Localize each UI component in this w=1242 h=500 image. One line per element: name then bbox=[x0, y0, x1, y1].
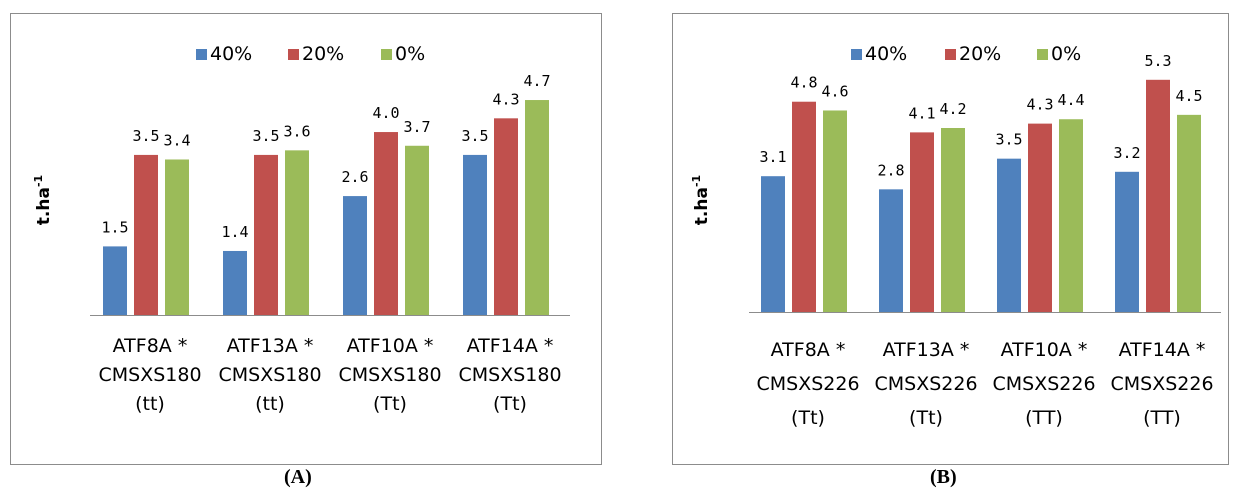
bar-a-2-2 bbox=[405, 145, 429, 315]
value-label-b-0-0: 3.1 bbox=[759, 148, 786, 166]
category-label-a-0-2: (tt) bbox=[135, 393, 165, 415]
category-label-a-2-0: ATF10A * bbox=[347, 335, 434, 357]
category-label-b-3-1: CMSXS226 bbox=[1110, 373, 1213, 395]
bar-a-3-0 bbox=[463, 154, 487, 315]
category-label-a-0-0: ATF8A * bbox=[113, 335, 188, 357]
value-label-a-1-0: 1.4 bbox=[221, 223, 248, 241]
bar-b-1-0 bbox=[879, 189, 903, 312]
chart-panel-b: 40% 20% 0% t.ha-1 3.1 4.8 4.6 ATF8A * CMSXS226 (T… bbox=[672, 13, 1229, 465]
category-label-a-2-1: CMSXS180 bbox=[338, 364, 441, 386]
value-label-b-2-2: 4.4 bbox=[1057, 91, 1084, 109]
legend-swatch-b-1 bbox=[945, 49, 956, 60]
category-label-b-2-2: (TT) bbox=[1025, 407, 1063, 429]
bar-a-1-0 bbox=[223, 250, 247, 315]
value-label-a-0-0: 1.5 bbox=[101, 218, 128, 236]
category-label-b-0-2: (Tt) bbox=[791, 407, 825, 429]
bar-b-3-1 bbox=[1146, 79, 1170, 312]
value-label-a-2-1: 4.0 bbox=[372, 104, 399, 122]
value-label-a-3-1: 4.3 bbox=[492, 90, 519, 108]
legend-swatch-a-2 bbox=[381, 49, 392, 60]
bar-a-1-1 bbox=[254, 154, 278, 315]
category-label-a-1-0: ATF13A * bbox=[227, 335, 314, 357]
bar-a-2-0 bbox=[343, 196, 367, 315]
value-label-a-0-2: 3.4 bbox=[163, 131, 190, 149]
legend-label-b-0: 40% bbox=[865, 43, 907, 65]
y-axis-label-b: t.ha-1 bbox=[690, 175, 712, 225]
legend-label-a-0: 40% bbox=[210, 43, 252, 65]
legend-label-a-2: 0% bbox=[395, 43, 425, 65]
bar-b-2-0 bbox=[997, 158, 1021, 312]
value-label-a-3-0: 3.5 bbox=[461, 127, 488, 145]
category-label-b-2-1: CMSXS226 bbox=[992, 373, 1095, 395]
category-label-a-0-1: CMSXS180 bbox=[98, 364, 201, 386]
value-label-b-0-2: 4.6 bbox=[821, 82, 848, 100]
legend-label-b-2: 0% bbox=[1051, 43, 1081, 65]
legend-label-b-1: 20% bbox=[959, 43, 1001, 65]
y-axis-label-a: t.ha-1 bbox=[32, 175, 54, 225]
category-label-a-3-1: CMSXS180 bbox=[458, 364, 561, 386]
legend-swatch-a-0 bbox=[196, 49, 207, 60]
value-label-b-0-1: 4.8 bbox=[790, 74, 817, 92]
bar-b-3-0 bbox=[1115, 171, 1139, 312]
category-label-b-0-0: ATF8A * bbox=[771, 339, 846, 361]
category-label-b-1-1: CMSXS226 bbox=[874, 373, 977, 395]
value-label-b-1-0: 2.8 bbox=[877, 161, 904, 179]
value-label-b-1-2: 4.2 bbox=[939, 100, 966, 118]
value-label-b-2-0: 3.5 bbox=[995, 131, 1022, 149]
category-label-b-3-2: (TT) bbox=[1143, 407, 1181, 429]
category-label-b-0-1: CMSXS226 bbox=[756, 373, 859, 395]
value-label-a-0-1: 3.5 bbox=[132, 127, 159, 145]
bar-b-1-2 bbox=[941, 128, 965, 312]
value-label-a-2-0: 2.6 bbox=[341, 168, 368, 186]
bar-a-1-2 bbox=[285, 150, 309, 315]
chart-panel-a: 40% 20% 0% t.ha-1 1.5 3.5 3.4 ATF8A * CMSXS180 (t… bbox=[10, 13, 602, 465]
bar-b-3-2 bbox=[1177, 114, 1201, 312]
bar-a-3-1 bbox=[494, 118, 518, 315]
value-label-b-3-1: 5.3 bbox=[1144, 52, 1171, 70]
legend-swatch-b-0 bbox=[851, 49, 862, 60]
category-label-b-1-2: (Tt) bbox=[909, 407, 943, 429]
bar-b-0-1 bbox=[792, 101, 816, 312]
value-label-b-2-1: 4.3 bbox=[1026, 96, 1053, 114]
bar-b-0-0 bbox=[761, 176, 785, 312]
category-label-a-2-2: (Tt) bbox=[373, 393, 407, 415]
value-label-b-3-2: 4.5 bbox=[1175, 87, 1202, 105]
bar-b-2-2 bbox=[1059, 119, 1083, 312]
bar-b-2-1 bbox=[1028, 123, 1052, 312]
category-label-b-3-0: ATF14A * bbox=[1119, 339, 1206, 361]
legend-label-a-1: 20% bbox=[302, 43, 344, 65]
value-label-a-2-2: 3.7 bbox=[403, 118, 430, 136]
category-label-a-3-0: ATF14A * bbox=[467, 335, 554, 357]
value-label-a-1-1: 3.5 bbox=[252, 127, 279, 145]
panel-caption-a: (A) bbox=[284, 466, 312, 488]
bar-b-1-1 bbox=[910, 132, 934, 312]
legend-swatch-b-2 bbox=[1037, 49, 1048, 60]
bar-a-0-0 bbox=[103, 246, 127, 315]
bar-a-0-2 bbox=[165, 159, 189, 315]
category-label-b-2-0: ATF10A * bbox=[1001, 339, 1088, 361]
category-label-a-1-1: CMSXS180 bbox=[218, 364, 321, 386]
category-label-a-3-2: (Tt) bbox=[493, 393, 527, 415]
value-label-a-1-2: 3.6 bbox=[283, 122, 310, 140]
value-label-b-3-0: 3.2 bbox=[1113, 144, 1140, 162]
bar-b-0-2 bbox=[823, 110, 847, 312]
bar-a-3-2 bbox=[525, 100, 549, 316]
category-label-a-1-2: (tt) bbox=[255, 393, 285, 415]
chart-b-svg: 40% 20% 0% t.ha-1 3.1 4.8 4.6 ATF8A * CMSXS226 (T… bbox=[690, 43, 1221, 429]
legend-swatch-a-1 bbox=[288, 49, 299, 60]
value-label-b-1-1: 4.1 bbox=[908, 104, 935, 122]
value-label-a-3-2: 4.7 bbox=[523, 72, 550, 90]
category-label-b-1-0: ATF13A * bbox=[883, 339, 970, 361]
bar-a-0-1 bbox=[134, 154, 158, 315]
bar-a-2-1 bbox=[374, 132, 398, 315]
panel-caption-b: (B) bbox=[930, 466, 957, 488]
